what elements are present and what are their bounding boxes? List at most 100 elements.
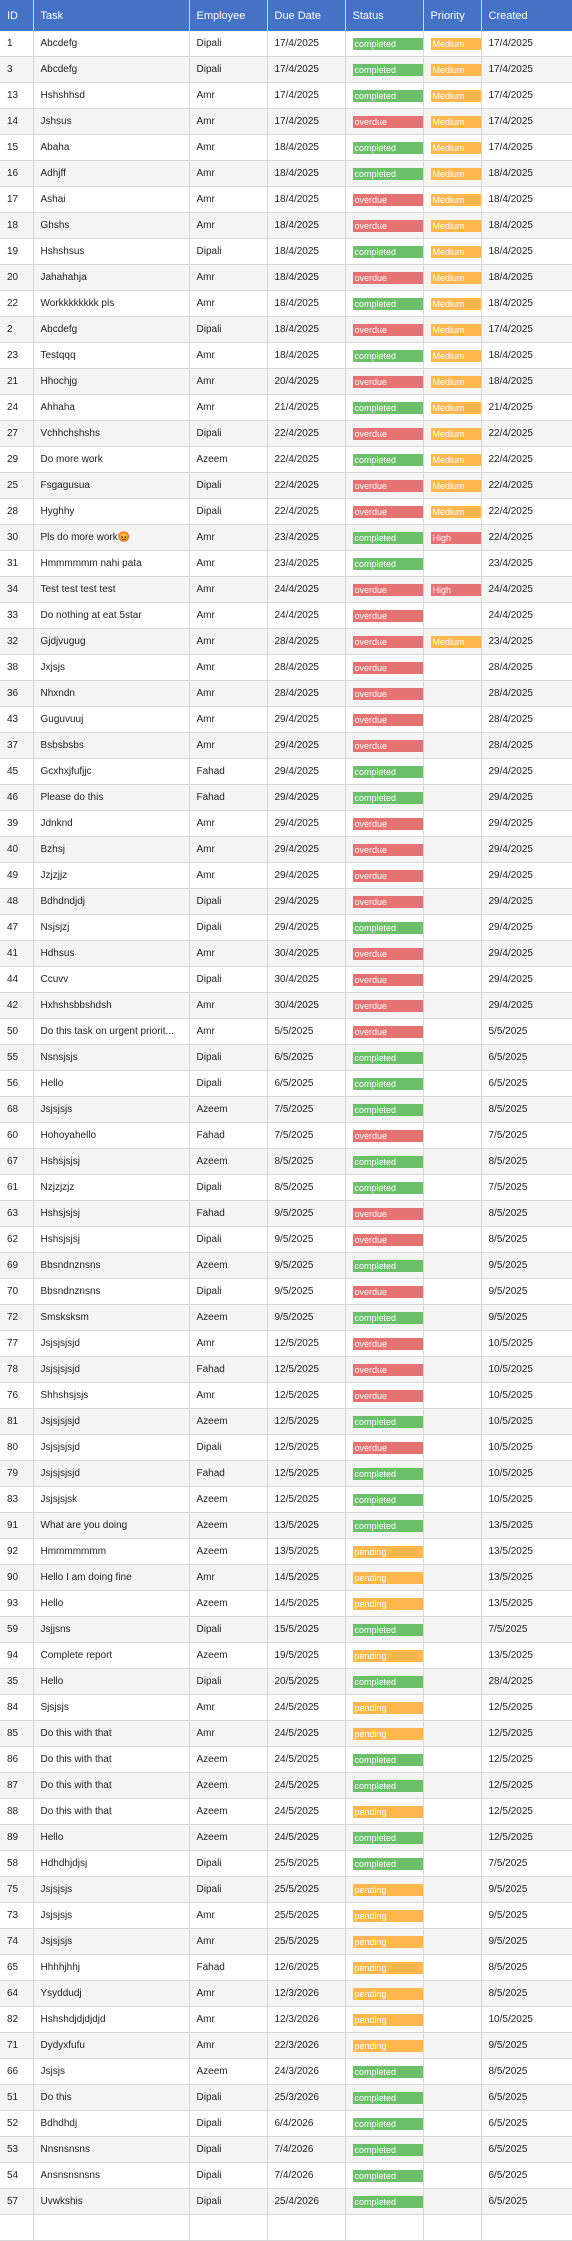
table-row[interactable]: 81 Jsjsjsjsjd Azeem 12/5/2025 completed 10/5/… (0, 1408, 572, 1435)
cell-id: 66 (0, 2058, 34, 2085)
table-row[interactable]: 24 Ahhaha Amr 21/4/2025 completed Medium 21/4/… (0, 394, 572, 421)
table-row[interactable]: 1 Abcdefg Dipali 17/4/2025 completed Medium 17… (0, 31, 572, 57)
table-row[interactable]: 73 Jsjsjsjs Amr 25/5/2025 pending 9/5/2025 (0, 1902, 572, 1929)
col-header-status[interactable]: Status (345, 0, 424, 31)
col-header-created[interactable]: Created (481, 0, 572, 31)
table-row[interactable]: 67 Hshsjsjsj Azeem 8/5/2025 completed 8/5/202… (0, 1148, 572, 1175)
table-row[interactable]: 54 Ansnsnsnsns Dipali 7/4/2026 completed 6/5/… (0, 2162, 572, 2189)
table-row[interactable]: 92 Hmmmmmmm Azeem 13/5/2025 pending 13/5/2025 (0, 1538, 572, 1565)
table-row[interactable]: 72 Smsksksm Azeem 9/5/2025 completed 9/5/2025 (0, 1304, 572, 1331)
table-row[interactable]: 23 Testqqq Amr 18/4/2025 completed Medium 18/4… (0, 342, 572, 369)
table-row[interactable]: 91 What are you doing Azeem 13/5/2025 comple… (0, 1512, 572, 1539)
cell-task: Hello (33, 1824, 190, 1851)
cell-status: pending (345, 1694, 424, 1721)
table-row[interactable]: 41 Hdhsus Amr 30/4/2025 overdue 29/4/2025 (0, 940, 572, 967)
col-header-due-date[interactable]: Due Date (267, 0, 346, 31)
table-row[interactable]: 68 Jsjsjsjs Azeem 7/5/2025 completed 8/5/2025 (0, 1096, 572, 1123)
cell-employee: Amr (189, 186, 268, 213)
table-row[interactable]: 58 Hdhdhjdjsj Dipali 25/5/2025 completed 7/5/… (0, 1850, 572, 1877)
table-row[interactable]: 76 Shhshsjsjs Amr 12/5/2025 overdue 10/5/2025 (0, 1382, 572, 1409)
table-row[interactable]: 62 Hshsjsjsj Dipali 9/5/2025 overdue 8/5/2025 (0, 1226, 572, 1253)
table-row[interactable]: 93 Hello Azeem 14/5/2025 pending 13/5/2025 (0, 1590, 572, 1617)
table-row[interactable]: 61 Nzjzjzjz Dipali 8/5/2025 completed 7/5/202… (0, 1174, 572, 1201)
table-row[interactable]: 59 Jsjjsns Dipali 15/5/2025 completed 7/5/202… (0, 1616, 572, 1643)
table-row[interactable]: 60 Hohoyahello Fahad 7/5/2025 overdue 7/5/202… (0, 1122, 572, 1149)
table-row[interactable]: 22 Workkkkkkkk pls Amr 18/4/2025 completed Me… (0, 290, 572, 317)
cell-id: 52 (0, 2110, 34, 2137)
table-row[interactable]: 71 Dydyxfufu Amr 22/3/2026 pending 9/5/2025 (0, 2032, 572, 2059)
table-row[interactable]: 52 Bdhdhdj Dipali 6/4/2026 completed 6/5/2025 (0, 2110, 572, 2137)
table-row[interactable]: 80 Jsjsjsjsjd Dipali 12/5/2025 overdue 10/5/2… (0, 1434, 572, 1461)
table-row[interactable]: 55 Nsnsjsjs Dipali 6/5/2025 completed 6/5/202… (0, 1044, 572, 1071)
table-row[interactable]: 50 Do this task on urgent priorit... Amr 5/… (0, 1018, 572, 1045)
table-row[interactable]: 74 Jsjsjsjs Amr 25/5/2025 pending 9/5/2025 (0, 1928, 572, 1955)
table-row[interactable]: 70 Bbsndnznsns Dipali 9/5/2025 overdue 9/5/20… (0, 1278, 572, 1305)
table-row[interactable]: 69 Bbsndnznsns Azeem 9/5/2025 completed 9/5/2… (0, 1252, 572, 1279)
table-row[interactable]: 48 Bdhdndjdj Dipali 29/4/2025 overdue 29/4/20… (0, 888, 572, 915)
table-row[interactable]: 43 Guguvuuj Amr 29/4/2025 overdue 28/4/2025 (0, 706, 572, 733)
table-row[interactable]: 21 Hhochjg Amr 20/4/2025 overdue Medium 18/4/2… (0, 368, 572, 395)
table-row[interactable]: 87 Do this with that Azeem 24/5/2025 complet… (0, 1772, 572, 1799)
table-row[interactable]: 19 Hshshsus Dipali 18/4/2025 completed Medium… (0, 238, 572, 265)
table-row[interactable]: 3 Abcdefg Dipali 17/4/2025 completed Medium 17… (0, 56, 572, 83)
table-row[interactable]: 63 Hshsjsjsj Fahad 9/5/2025 overdue 8/5/2025 (0, 1200, 572, 1227)
table-row[interactable]: 47 Nsjsjzj Dipali 29/4/2025 completed 29/4/20… (0, 914, 572, 941)
table-row[interactable]: 39 Jdnknd Amr 29/4/2025 overdue 29/4/2025 (0, 810, 572, 837)
table-row[interactable]: 44 Ccuvv Dipali 30/4/2025 overdue 29/4/2025 (0, 966, 572, 993)
table-row[interactable]: 18 Ghshs Amr 18/4/2025 overdue Medium 18/4/202… (0, 212, 572, 239)
col-header-priority[interactable]: Priority (423, 0, 482, 31)
table-row[interactable]: 45 Gcxhxjfufjjc Fahad 29/4/2025 completed 29/… (0, 758, 572, 785)
table-row[interactable]: 16 Adhjff Amr 18/4/2025 completed Medium 18/4/… (0, 160, 572, 187)
cell-task: Testqqq (33, 342, 190, 369)
table-row[interactable]: 31 Hmmmmmm nahi pata Amr 23/4/2025 completed… (0, 550, 572, 577)
table-row[interactable] (0, 2214, 572, 2241)
table-row[interactable]: 90 Hello I am doing fine Amr 14/5/2025 pendi… (0, 1564, 572, 1591)
table-row[interactable]: 78 Jsjsjsjsjd Fahad 12/5/2025 overdue 10/5/20… (0, 1356, 572, 1383)
table-row[interactable]: 65 Hhhhjhhj Fahad 12/6/2025 pending 8/5/2025 (0, 1954, 572, 1981)
table-row[interactable]: 46 Please do this Fahad 29/4/2025 completed 2… (0, 784, 572, 811)
table-row[interactable]: 13 Hshshhsd Amr 17/4/2025 completed Medium 17/… (0, 82, 572, 109)
table-row[interactable]: 53 Nnsnsnsns Dipali 7/4/2026 completed 6/5/20… (0, 2136, 572, 2163)
cell-status: overdue (345, 836, 424, 863)
col-header-id[interactable]: ID (0, 0, 34, 31)
table-row[interactable]: 89 Hello Azeem 24/5/2025 completed 12/5/2025 (0, 1824, 572, 1851)
table-row[interactable]: 33 Do nothing at eat 5star Amr 24/4/2025 ove… (0, 602, 572, 629)
cell-created: 9/5/2025 (481, 1928, 572, 1955)
table-row[interactable]: 77 Jsjsjsjsjd Amr 12/5/2025 overdue 10/5/2025 (0, 1330, 572, 1357)
table-row[interactable]: 2 Abcdefg Dipali 18/4/2025 overdue Medium 17/4… (0, 316, 572, 343)
table-row[interactable]: 40 Bzhsj Amr 29/4/2025 overdue 29/4/2025 (0, 836, 572, 863)
table-row[interactable]: 14 Jshsus Amr 17/4/2025 overdue Medium 17/4/20… (0, 108, 572, 135)
table-row[interactable]: 38 Jxjsjs Amr 28/4/2025 overdue 28/4/2025 (0, 654, 572, 681)
table-row[interactable]: 86 Do this with that Azeem 24/5/2025 complet… (0, 1746, 572, 1773)
col-header-task[interactable]: Task (33, 0, 190, 31)
table-row[interactable]: 20 Jahahahja Amr 18/4/2025 overdue Medium 18/4… (0, 264, 572, 291)
table-row[interactable]: 30 Pls do more work😡 Amr 23/4/2025 completed… (0, 524, 572, 551)
table-row[interactable]: 56 Hello Dipali 6/5/2025 completed 6/5/2025 (0, 1070, 572, 1097)
col-header-employee[interactable]: Employee (189, 0, 268, 31)
table-row[interactable]: 64 Ysyddudj Amr 12/3/2026 pending 8/5/2025 (0, 1980, 572, 2007)
table-row[interactable]: 37 Bsbsbsbs Amr 29/4/2025 overdue 28/4/2025 (0, 732, 572, 759)
table-row[interactable]: 75 Jsjsjsjs Dipali 25/5/2025 pending 9/5/2025 (0, 1876, 572, 1903)
table-row[interactable]: 35 Hello Dipali 20/5/2025 completed 28/4/2025 (0, 1668, 572, 1695)
table-row[interactable]: 66 Jsjsjs Azeem 24/3/2026 completed 8/5/2025 (0, 2058, 572, 2085)
table-row[interactable]: 49 Jzjzjjz Amr 29/4/2025 overdue 29/4/2025 (0, 862, 572, 889)
table-row[interactable]: 27 Vchhchshshs Dipali 22/4/2025 overdue Mediu… (0, 420, 572, 447)
table-row[interactable]: 82 Hshshdjdjdjdjd Amr 12/3/2026 pending 10/5/… (0, 2006, 572, 2033)
table-row[interactable]: 34 Test test test test Amr 24/4/2025 overdue… (0, 576, 572, 603)
table-row[interactable]: 36 Nhxndn Amr 28/4/2025 overdue 28/4/2025 (0, 680, 572, 707)
table-row[interactable]: 83 Jsjsjsjsk Azeem 12/5/2025 completed 10/5/2… (0, 1486, 572, 1513)
table-row[interactable]: 29 Do more work Azeem 22/4/2025 completed Med… (0, 446, 572, 473)
table-row[interactable]: 84 Sjsjsjs Amr 24/5/2025 pending 12/5/2025 (0, 1694, 572, 1721)
table-row[interactable]: 15 Abaha Amr 18/4/2025 completed Medium 17/4/2… (0, 134, 572, 161)
table-row[interactable]: 57 Uvwkshis Dipali 25/4/2026 completed 6/5/20… (0, 2188, 572, 2215)
table-row[interactable]: 28 Hyghhy Dipali 22/4/2025 overdue Medium 22/4… (0, 498, 572, 525)
table-row[interactable]: 94 Complete report Azeem 19/5/2025 pending 13… (0, 1642, 572, 1669)
table-row[interactable]: 25 Fsgagusua Dipali 22/4/2025 overdue Medium 2… (0, 472, 572, 499)
table-row[interactable]: 79 Jsjsjsjsjd Fahad 12/5/2025 completed 10/5/… (0, 1460, 572, 1487)
table-row[interactable]: 51 Do this Dipali 25/3/2026 completed 6/5/202… (0, 2084, 572, 2111)
table-row[interactable]: 32 Gjdjvugug Amr 28/4/2025 overdue Medium 23/4… (0, 628, 572, 655)
table-row[interactable]: 88 Do this with that Azeem 24/5/2025 pending… (0, 1798, 572, 1825)
table-row[interactable]: 85 Do this with that Amr 24/5/2025 pending 12… (0, 1720, 572, 1747)
table-row[interactable]: 17 Ashai Amr 18/4/2025 overdue Medium 18/4/202… (0, 186, 572, 213)
table-row[interactable]: 42 Hxhshsbbshdsh Amr 30/4/2025 overdue 29/4/2… (0, 992, 572, 1019)
